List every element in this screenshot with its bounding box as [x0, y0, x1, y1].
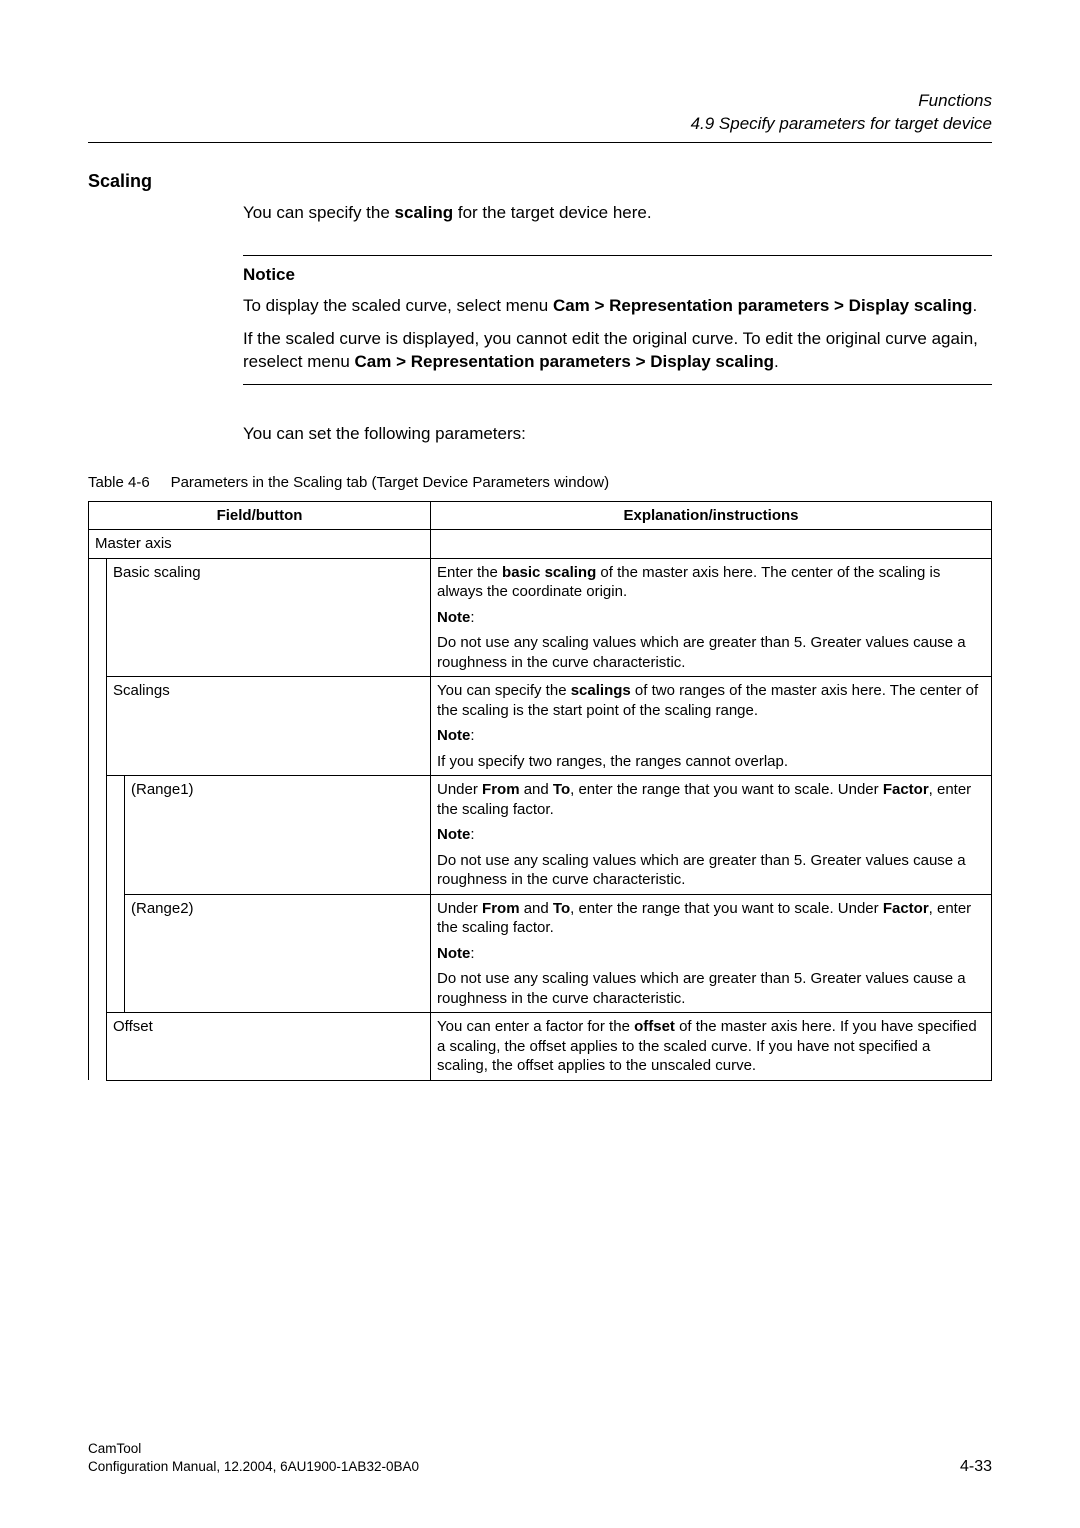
- running-header: Functions 4.9 Specify parameters for tar…: [88, 90, 992, 136]
- basic-note: Note:: [437, 608, 985, 628]
- footer-line2: Configuration Manual, 12.2004, 6AU1900-1…: [88, 1458, 419, 1476]
- notice-top-rule: [243, 255, 992, 256]
- intro-post: for the target device here.: [453, 203, 651, 222]
- indent-cell-b: [107, 776, 125, 1013]
- th-field: Field/button: [89, 501, 431, 530]
- r1-b1: From: [482, 781, 520, 798]
- th-explanation: Explanation/instructions: [431, 501, 992, 530]
- basic-p1: Enter the basic scaling of the master ax…: [437, 563, 985, 602]
- off-bold: offset: [634, 1018, 675, 1035]
- notice-p2: If the scaled curve is displayed, you ca…: [243, 328, 992, 374]
- intro-bold: scaling: [395, 203, 454, 222]
- basic-p2: Do not use any scaling values which are …: [437, 633, 985, 672]
- notice-p2-bold: Cam > Representation parameters > Displa…: [355, 352, 775, 371]
- range2-p2: Do not use any scaling values which are …: [437, 969, 985, 1008]
- cell-offset-label: Offset: [107, 1013, 431, 1081]
- offset-p1: You can enter a factor for the offset of…: [437, 1017, 985, 1076]
- notice-p1-pre: To display the scaled curve, select menu: [243, 296, 553, 315]
- header-rule: [88, 142, 992, 143]
- body-column: You can specify the scaling for the targ…: [243, 202, 992, 446]
- cell-scalings-label: Scalings: [107, 677, 431, 776]
- cell-basic-scaling-label: Basic scaling: [107, 558, 431, 677]
- footer-page-number: 4-33: [960, 1458, 992, 1476]
- footer-left: CamTool Configuration Manual, 12.2004, 6…: [88, 1440, 419, 1476]
- parameters-table: Field/button Explanation/instructions Ma…: [88, 501, 992, 1081]
- intro-paragraph: You can specify the scaling for the targ…: [243, 202, 992, 225]
- cell-scalings-expl: You can specify the scalings of two rang…: [431, 677, 992, 776]
- footer-line1: CamTool: [88, 1440, 419, 1458]
- scalings-note-colon: :: [470, 727, 474, 744]
- table-caption-label: Table 4-6: [88, 474, 150, 491]
- scalings-p1: You can specify the scalings of two rang…: [437, 681, 985, 720]
- scalings-note: Note:: [437, 726, 985, 746]
- r2-b3: Factor: [883, 900, 929, 917]
- r1-b3: Factor: [883, 781, 929, 798]
- range1-p2: Do not use any scaling values which are …: [437, 851, 985, 890]
- section-heading: Scaling: [88, 171, 992, 192]
- page-footer: CamTool Configuration Manual, 12.2004, 6…: [88, 1440, 992, 1476]
- range1-p1: Under From and To, enter the range that …: [437, 780, 985, 819]
- cell-range1-expl: Under From and To, enter the range that …: [431, 776, 992, 895]
- table-caption: Table 4-6 Parameters in the Scaling tab …: [88, 474, 992, 491]
- cell-master-axis: Master axis: [89, 530, 431, 559]
- r1-pre: Under: [437, 781, 482, 798]
- range2-note: Note:: [437, 944, 985, 964]
- page: Functions 4.9 Specify parameters for tar…: [0, 0, 1080, 1528]
- row-basic-scaling: Basic scaling Enter the basic scaling of…: [89, 558, 992, 677]
- scalings-p1-bold: scalings: [571, 682, 631, 699]
- cell-offset-expl: You can enter a factor for the offset of…: [431, 1013, 992, 1081]
- notice-p1-post: .: [972, 296, 977, 315]
- cell-master-axis-expl: [431, 530, 992, 559]
- r2-note-colon: :: [470, 945, 474, 962]
- r2-m1: and: [520, 900, 553, 917]
- notice-p2-post: .: [774, 352, 779, 371]
- scalings-p1-pre: You can specify the: [437, 682, 571, 699]
- r1-note-colon: :: [470, 826, 474, 843]
- row-offset: Offset You can enter a factor for the of…: [89, 1013, 992, 1081]
- notice-bottom-rule: [243, 384, 992, 385]
- range2-p1: Under From and To, enter the range that …: [437, 899, 985, 938]
- r2-note-label: Note: [437, 945, 470, 962]
- header-book: Functions: [88, 90, 992, 113]
- off-pre: You can enter a factor for the: [437, 1018, 634, 1035]
- cell-range1-label: (Range1): [125, 776, 431, 895]
- r1-note-label: Note: [437, 826, 470, 843]
- notice-title: Notice: [243, 264, 992, 287]
- r2-b2: To: [553, 900, 570, 917]
- notice-p1: To display the scaled curve, select menu…: [243, 295, 992, 318]
- intro-pre: You can specify the: [243, 203, 395, 222]
- row-range2: (Range2) Under From and To, enter the ra…: [89, 894, 992, 1013]
- table-header-row: Field/button Explanation/instructions: [89, 501, 992, 530]
- cell-basic-scaling-expl: Enter the basic scaling of the master ax…: [431, 558, 992, 677]
- r2-pre: Under: [437, 900, 482, 917]
- r1-b2: To: [553, 781, 570, 798]
- cell-range2-expl: Under From and To, enter the range that …: [431, 894, 992, 1013]
- row-master-axis: Master axis: [89, 530, 992, 559]
- r2-b1: From: [482, 900, 520, 917]
- header-section: 4.9 Specify parameters for target device: [88, 113, 992, 136]
- notice-body: To display the scaled curve, select menu…: [243, 295, 992, 374]
- basic-note-colon: :: [470, 609, 474, 626]
- range1-note: Note:: [437, 825, 985, 845]
- scalings-note-label: Note: [437, 727, 470, 744]
- row-scalings: Scalings You can specify the scalings of…: [89, 677, 992, 776]
- basic-note-label: Note: [437, 609, 470, 626]
- subparagraph: You can set the following parameters:: [243, 423, 992, 446]
- r1-m2: , enter the range that you want to scale…: [570, 781, 883, 798]
- scalings-p2: If you specify two ranges, the ranges ca…: [437, 752, 985, 772]
- basic-p1-bold: basic scaling: [502, 564, 596, 581]
- r1-m1: and: [520, 781, 553, 798]
- r2-m2: , enter the range that you want to scale…: [570, 900, 883, 917]
- notice-block: Notice To display the scaled curve, sele…: [243, 255, 992, 385]
- cell-range2-label: (Range2): [125, 894, 431, 1013]
- notice-p1-bold: Cam > Representation parameters > Displa…: [553, 296, 973, 315]
- indent-cell: [89, 558, 107, 1080]
- table-caption-text: Parameters in the Scaling tab (Target De…: [171, 474, 610, 491]
- basic-p1-pre: Enter the: [437, 564, 502, 581]
- row-range1: (Range1) Under From and To, enter the ra…: [89, 776, 992, 895]
